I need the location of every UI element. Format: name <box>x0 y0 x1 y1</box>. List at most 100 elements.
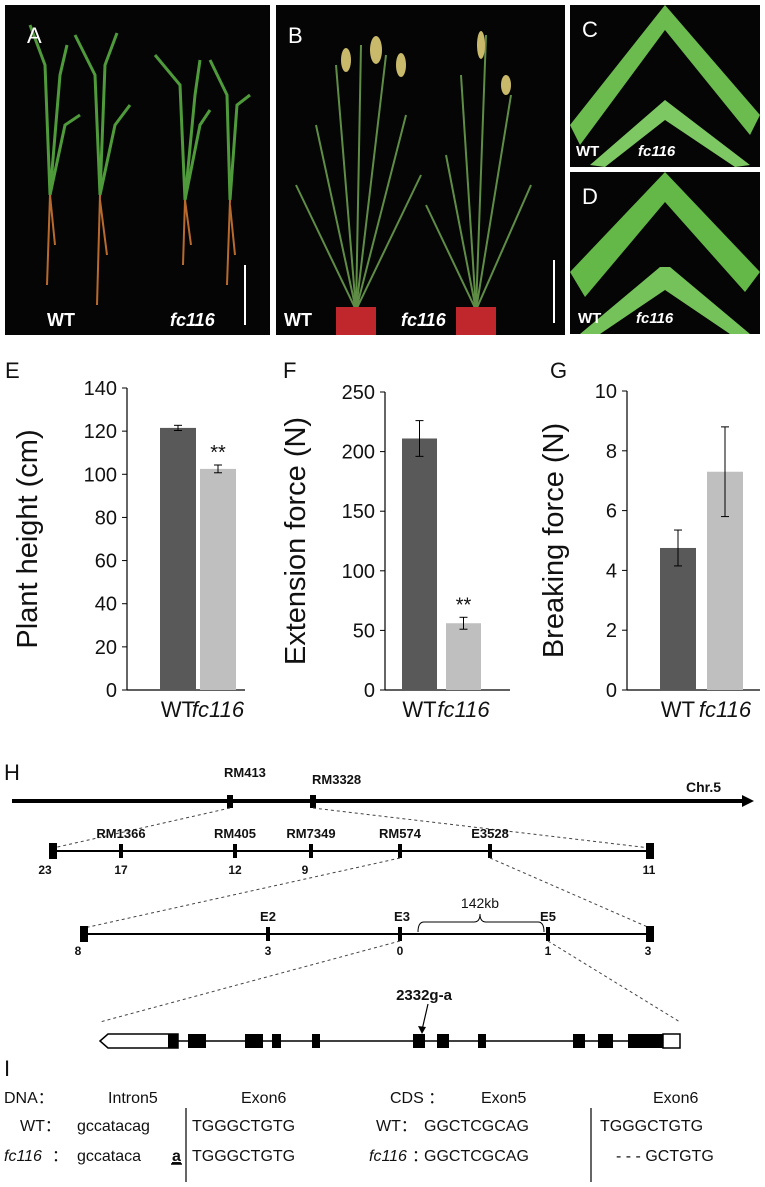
wt-cds-exon5-seq: GGCTCGCAG <box>424 1118 529 1135</box>
y-tick-label: 50 <box>353 620 375 642</box>
wt-cds-exon6-seq: TGGGCTGTG <box>600 1118 703 1135</box>
photo-panel-a: A WT fc116 <box>5 5 270 335</box>
wt-exon6-seq: TGGGCTGTG <box>192 1118 295 1135</box>
y-tick-label: 6 <box>606 501 617 523</box>
recombinant-count: 17 <box>114 863 128 877</box>
leaf-fold-wt-illustration <box>570 5 760 167</box>
zoom-line <box>312 807 651 849</box>
marker-label: RM413 <box>224 765 266 780</box>
exon <box>413 1034 425 1048</box>
marker-tick <box>227 795 233 808</box>
y-tick-label: 200 <box>342 442 375 464</box>
end-block <box>646 926 654 942</box>
x-tick-label: WT <box>402 697 436 722</box>
y-tick-label: 0 <box>106 680 117 702</box>
bar <box>660 547 696 690</box>
mutant-row-label: fc116 <box>4 1148 42 1165</box>
mutation-arrow <box>421 1003 429 1031</box>
zoom-line <box>547 940 681 1023</box>
mutation-label: 2332g-a <box>396 987 453 1004</box>
y-tick-label: 10 <box>595 381 617 403</box>
recombinant-count: 3 <box>265 944 272 958</box>
y-tick-label: 20 <box>95 637 117 659</box>
interval-label: 142kb <box>461 895 499 911</box>
mutation-arrowhead <box>418 1026 426 1034</box>
recombinant-count: 11 <box>643 863 656 877</box>
seedlings-illustration <box>28 24 251 325</box>
recombinant-count: 0 <box>397 944 404 958</box>
x-tick-label: fc116 <box>699 697 752 722</box>
exon6-heading: Exon6 <box>241 1090 286 1107</box>
chromosome-arrowhead <box>742 795 754 807</box>
mutant-row-colon: ： <box>52 1148 68 1165</box>
marker-tick <box>233 844 237 858</box>
marker-label: RM405 <box>214 826 256 841</box>
end-block <box>80 926 88 942</box>
exon <box>598 1034 613 1048</box>
cds-heading: CDS ： <box>390 1090 444 1107</box>
wt-cds-label: WT： <box>376 1118 417 1135</box>
recombinant-count: 23 <box>38 863 52 877</box>
mutant-label: fc116 <box>170 310 215 330</box>
bar <box>446 623 481 690</box>
marker-tick <box>546 927 550 941</box>
recombinant-count: 12 <box>228 863 242 877</box>
chromosome-label: Chr.5 <box>686 779 721 795</box>
recombinant-count: 9 <box>302 863 309 877</box>
exon6-heading-cds: Exon6 <box>653 1090 698 1107</box>
marker-tick <box>488 844 492 858</box>
y-tick-label: 4 <box>606 560 617 582</box>
significance-marker: ** <box>210 442 226 464</box>
significance-marker: ** <box>456 594 472 616</box>
x-tick-label: fc116 <box>437 697 490 722</box>
marker-tick <box>309 844 313 858</box>
wt-label: WT <box>576 143 600 160</box>
y-tick-label: 100 <box>342 561 375 583</box>
panel-letter-i: I <box>4 1056 10 1081</box>
photo-panel-b: B WT fc116 <box>276 5 565 335</box>
y-tick-label: 8 <box>606 441 617 463</box>
mutant-cds-exon5-seq: GGCTCGCAG <box>424 1148 529 1165</box>
exon <box>573 1034 585 1048</box>
marker-tick <box>398 927 402 941</box>
end-block <box>646 843 654 859</box>
photo-panel-c: C WT fc116 <box>570 5 760 167</box>
panel-letter: E <box>5 358 20 383</box>
mutant-cds-exon6-seq: - - - GCTGTG <box>616 1148 714 1165</box>
y-tick-label: 150 <box>342 501 375 523</box>
bar <box>402 438 437 690</box>
mutant-label: fc116 <box>638 143 676 160</box>
mutant-cds-label: fc116 <box>369 1148 407 1165</box>
mutant-intron-seq: gccataca <box>77 1148 141 1165</box>
y-tick-label: 2 <box>606 620 617 642</box>
marker-tick <box>398 844 402 858</box>
exon5-heading: Exon5 <box>481 1090 526 1107</box>
exon <box>478 1034 486 1048</box>
panel-letter: G <box>550 358 567 383</box>
bar <box>160 427 196 690</box>
bar <box>200 468 236 690</box>
marker-label: RM7349 <box>286 826 335 841</box>
y-axis-label: Breaking force (N) <box>538 423 570 658</box>
panel-letter: A <box>27 23 42 48</box>
exon <box>188 1034 206 1048</box>
zoom-line <box>83 857 401 929</box>
wt-label: WT <box>284 310 312 330</box>
panel-letter: D <box>582 184 598 209</box>
mutant-exon6-seq: TGGGCTGTG <box>192 1148 295 1165</box>
marker-label: E3 <box>394 909 410 924</box>
intron5-heading: Intron5 <box>108 1090 158 1107</box>
y-tick-label: 250 <box>342 382 375 404</box>
x-tick-label: WT <box>161 697 195 722</box>
mutant-label: fc116 <box>401 310 446 330</box>
photo-panel-d: D WT fc116 <box>570 172 760 334</box>
marker-tick <box>266 927 270 941</box>
interval-brace <box>417 913 545 933</box>
y-axis-label: Extension force (N) <box>280 417 312 665</box>
y-tick-label: 120 <box>84 421 117 443</box>
panel-letter: C <box>582 17 598 42</box>
marker-label: E2 <box>260 909 276 924</box>
wt-label: WT <box>578 310 602 327</box>
marker-tick <box>310 795 316 808</box>
